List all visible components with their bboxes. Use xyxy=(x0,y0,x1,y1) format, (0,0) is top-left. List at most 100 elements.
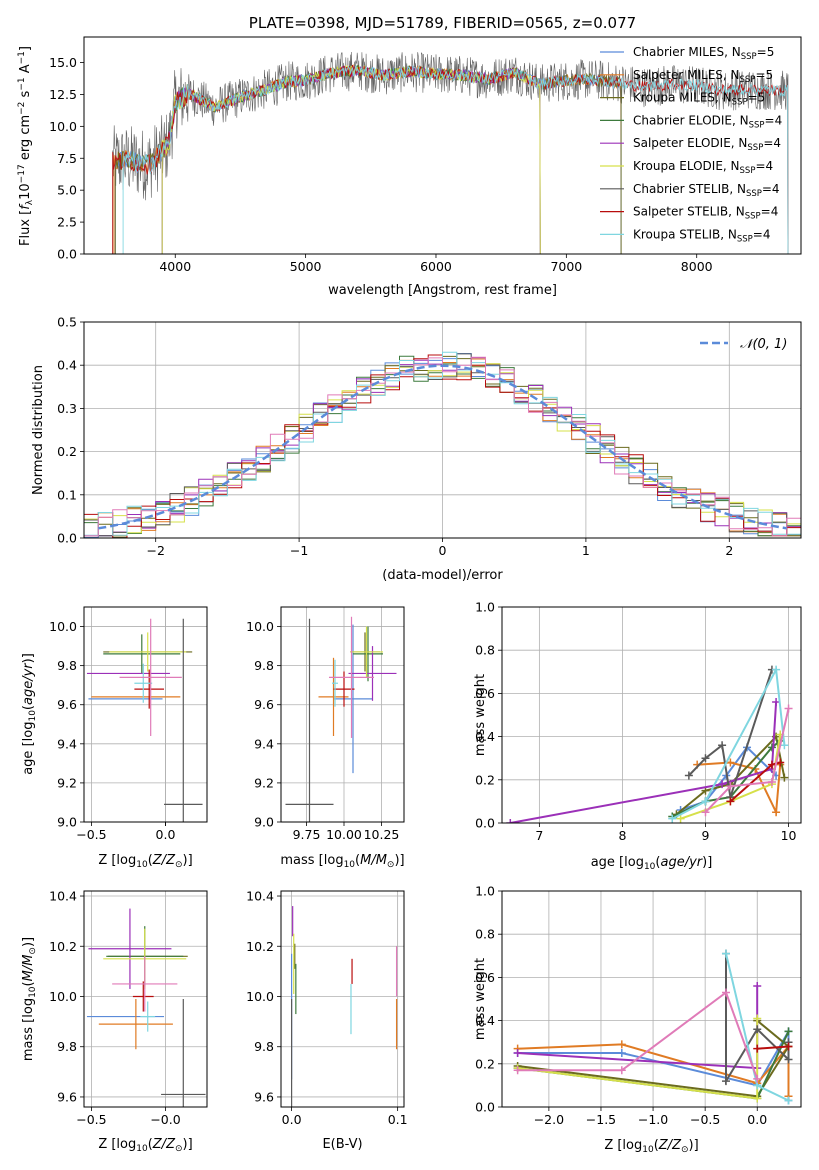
x-tick-label: 0.1 xyxy=(388,1112,408,1127)
data-point xyxy=(350,626,383,678)
weight-marker xyxy=(701,754,710,763)
weight-marker xyxy=(772,808,781,817)
legend-label-sub: SSP xyxy=(740,75,756,85)
y-tick-label: 10.2 xyxy=(246,939,274,954)
weight-marker xyxy=(721,988,730,997)
x-tick-label: −0.5 xyxy=(76,1112,106,1127)
y-tick-label: 12.5 xyxy=(49,87,77,102)
y-tick-label: 0.5 xyxy=(57,315,77,330)
x-axis-label-part: M/M xyxy=(360,853,387,868)
weight-series xyxy=(704,708,790,813)
panel-mass-vs-ebv: 0.0 0.1 9.6 9.8 10.0 10.2 10.4 E(B-V) xyxy=(246,889,408,1152)
x-axis-label-part: Z/Z xyxy=(152,1137,176,1152)
legend-label-post: =4 xyxy=(763,136,781,150)
y-tick-label: 9.6 xyxy=(254,697,274,712)
y-tick-label: 10.0 xyxy=(246,619,274,634)
y-tick-label: 0.6 xyxy=(475,970,495,985)
x-tick-label: −0.0 xyxy=(150,1112,180,1127)
x-axis-label-part: mass [log xyxy=(280,853,343,868)
y-tick-label: 0.3 xyxy=(57,401,77,416)
weight-marker xyxy=(784,1042,793,1051)
legend-label-post: =5 xyxy=(755,68,773,82)
legend-label-main: Salpeter MILES, N xyxy=(633,68,740,82)
plot-area xyxy=(84,351,801,538)
spectrum-line xyxy=(161,64,541,254)
weight-marker xyxy=(780,741,789,750)
legend-label-main: Salpeter ELODIE, N xyxy=(633,136,747,150)
weight-marker xyxy=(753,1094,762,1103)
data-point xyxy=(164,618,203,822)
x-axis-label-part: ( xyxy=(654,1138,659,1153)
x-axis-label-part: )] xyxy=(394,853,404,868)
y-axis-label-part: age/yr xyxy=(21,662,36,705)
data-point xyxy=(285,618,334,822)
y-tick-label: 9.0 xyxy=(57,815,77,830)
y-tick-label: 9.8 xyxy=(254,658,274,673)
legend-label-post: =4 xyxy=(753,227,771,241)
y-tick-label: 0.1 xyxy=(57,487,77,502)
x-tick-label: 0.0 xyxy=(156,827,176,842)
y-axis-label-part: M/M xyxy=(21,955,36,982)
x-axis-label-part: Z [log xyxy=(604,1138,642,1153)
y-tick-label: 9.4 xyxy=(254,736,274,751)
data-point xyxy=(353,626,383,682)
weight-marker xyxy=(668,814,677,823)
legend-label-sub: SSP xyxy=(740,166,756,176)
y-tick-label: 10.0 xyxy=(49,119,77,134)
weight-marker xyxy=(617,1040,626,1049)
legend-label-main: Chabrier MILES, N xyxy=(633,45,741,59)
x-axis-label-part: 10 xyxy=(136,860,148,870)
weight-marker xyxy=(726,797,735,806)
y-tick-label: 10.0 xyxy=(49,619,77,634)
data-point xyxy=(134,669,165,709)
y-axis-label-part: ( xyxy=(21,705,36,710)
x-axis-label-part: Z [log xyxy=(98,1137,136,1152)
spectrum-line xyxy=(161,64,541,254)
x-axis-label-part: ( xyxy=(148,853,153,868)
x-axis-label: mass [log10(M/M⊙)] xyxy=(280,853,404,870)
y-axis-label: age [log10(age/yr)] xyxy=(21,653,38,775)
y-axis-label-part: λ xyxy=(25,199,35,205)
plot-area xyxy=(506,665,793,823)
x-tick-label: 0.0 xyxy=(282,1112,302,1127)
y-axis-label-part: )] xyxy=(21,937,36,947)
data-point xyxy=(134,663,153,703)
x-tick-label: 10 xyxy=(781,828,797,843)
y-tick-label: 9.8 xyxy=(57,658,77,673)
weight-marker xyxy=(784,1027,793,1036)
weight-series xyxy=(671,666,786,820)
x-axis-label-part: ⊙ xyxy=(681,1145,689,1155)
weight-marker xyxy=(753,1025,762,1034)
plot-area xyxy=(86,618,203,822)
y-axis-label-part: ] xyxy=(18,46,33,51)
x-tick-label: −0.5 xyxy=(76,827,106,842)
y-tick-label: 0.8 xyxy=(475,643,495,658)
legend-label: Chabrier STELIB, NSSP=4 xyxy=(633,182,780,199)
y-tick-label: 9.0 xyxy=(254,815,274,830)
axes-frame xyxy=(280,890,405,1108)
legend-label-main: Chabrier ELODIE, N xyxy=(633,113,749,127)
y-axis-label-part: 10 xyxy=(28,986,38,998)
data-point xyxy=(112,956,178,1012)
y-tick-label: 0.2 xyxy=(475,1056,495,1071)
x-axis-label-part: ( xyxy=(148,1137,153,1152)
panel-spectrum: 4000 5000 6000 7000 8000 0.0 2.5 5.0 7.5 10.0 12.5… xyxy=(17,14,802,298)
weight-marker xyxy=(753,982,762,991)
data-point xyxy=(161,999,206,1107)
x-axis-label-part: Z/Z xyxy=(152,853,176,868)
legend-label: Salpeter STELIB, NSSP=4 xyxy=(633,205,778,222)
weight-marker xyxy=(784,1096,793,1105)
data-point xyxy=(333,624,373,774)
legend-label-post: =4 xyxy=(765,113,783,127)
weight-series xyxy=(517,1019,790,1098)
y-axis-label-part: f xyxy=(18,203,33,210)
legend-label-sub: SSP xyxy=(741,52,757,62)
weight-marker xyxy=(776,758,785,767)
x-tick-label: 9 xyxy=(702,828,710,843)
x-axis-label-part: )] xyxy=(183,853,193,868)
y-tick-label: 9.8 xyxy=(254,1039,274,1054)
weight-marker xyxy=(767,760,776,769)
y-tick-label: 10.4 xyxy=(246,889,274,904)
weight-marker xyxy=(617,1066,626,1075)
